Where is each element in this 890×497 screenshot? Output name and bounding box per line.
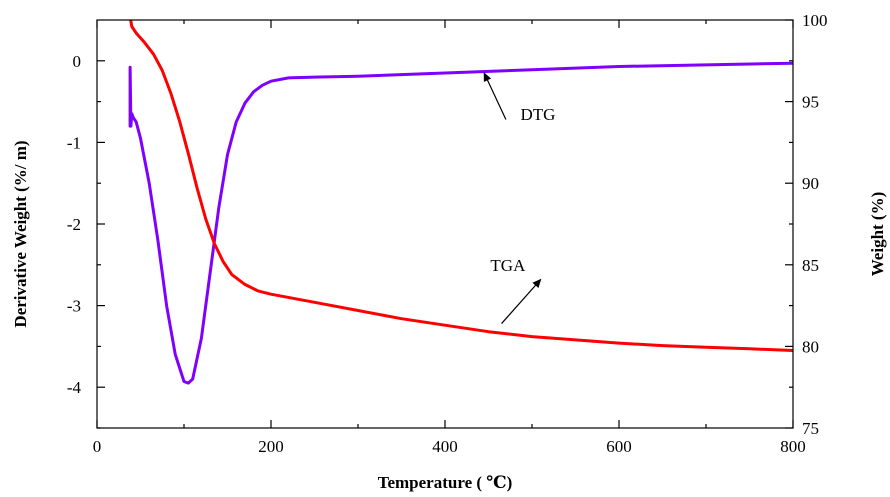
tick-labels: 0 200 400 600 800 0 -1 -2 -3 -4 100 95 90 85 80 75 bbox=[67, 11, 828, 456]
annotations: DTG TGA bbox=[483, 72, 556, 324]
y-right-tick-label: 75 bbox=[802, 419, 819, 438]
y-left-tick-label: -2 bbox=[67, 215, 81, 234]
x-tick-label: 400 bbox=[432, 437, 458, 456]
y-left-tick-label: -1 bbox=[67, 133, 81, 152]
annotation-tga-label: TGA bbox=[490, 256, 526, 275]
y-right-tick-label: 100 bbox=[802, 11, 828, 30]
x-tick-label: 800 bbox=[780, 437, 806, 456]
y-right-tick-label: 85 bbox=[802, 256, 819, 275]
ticks bbox=[96, 19, 794, 429]
y-right-tick-label: 95 bbox=[802, 93, 819, 112]
x-axis-title: Temperature ( ℃) bbox=[378, 473, 513, 492]
annotation-dtg-arrow bbox=[483, 72, 507, 120]
plot-frame bbox=[96, 19, 794, 429]
axes bbox=[96, 19, 794, 429]
y-left-tick-label: -4 bbox=[67, 378, 82, 397]
y-right-tick-label: 90 bbox=[802, 174, 819, 193]
annotation-tga-arrow bbox=[501, 278, 542, 324]
x-tick-label: 200 bbox=[258, 437, 284, 456]
series-dtg-line bbox=[128, 61, 793, 385]
y-left-tick-label: 0 bbox=[73, 52, 82, 71]
x-tick-label: 600 bbox=[606, 437, 632, 456]
y-axis-right-title: Weight (%) bbox=[868, 192, 887, 277]
plot-area bbox=[128, 20, 793, 385]
series-tga-line bbox=[129, 20, 793, 352]
y-axis-left-title: Derivative Weight (%/ m) bbox=[11, 140, 30, 327]
y-left-tick-label: -3 bbox=[67, 297, 81, 316]
y-right-tick-label: 80 bbox=[802, 337, 819, 356]
x-tick-label: 0 bbox=[93, 437, 102, 456]
annotation-dtg-label: DTG bbox=[521, 105, 556, 124]
